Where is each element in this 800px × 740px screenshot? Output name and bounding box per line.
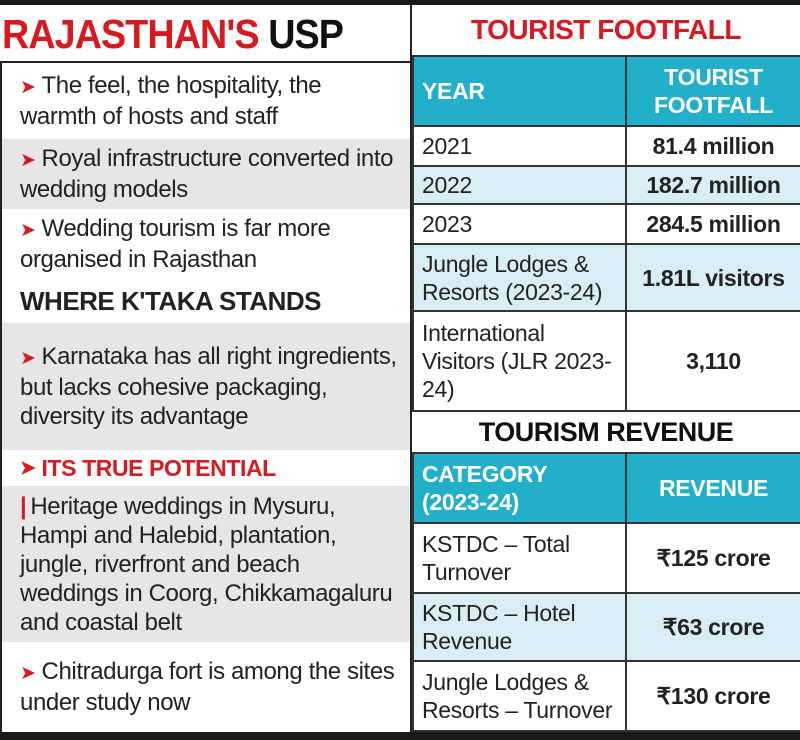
bar-icon: | (20, 492, 27, 520)
table-row: KSTDC – Hotel Revenue ₹63 crore (412, 592, 800, 662)
footfall-title: TOURIST FOOTFALL (471, 14, 741, 45)
revenue-table: CATEGORY (2023-24) REVENUE KSTDC – Total … (412, 452, 800, 732)
table-row: 2023 284.5 million (412, 203, 800, 245)
rajasthan-usp-panel: RAJASTHAN'S USP ➤ The feel, the hospitali… (0, 5, 410, 732)
footfall-table: YEAR TOURIST FOOTFALL 2021 81.4 million 20… (412, 55, 800, 412)
table-row: Jungle Lodges & Resorts – Turnover ₹130 c… (412, 660, 800, 732)
arrow-icon: ➤ (20, 220, 36, 241)
arrow-icon: ➤ (20, 663, 36, 684)
arrow-icon: ➤ (20, 150, 36, 171)
table-row: KSTDC – Total Turnover ₹125 crore (412, 522, 800, 594)
last-item: ➤ Chitradurga fort is among the sites und… (20, 658, 395, 716)
arrow-icon: ➤ (20, 77, 36, 98)
column-header: TOURIST FOOTFALL (625, 55, 800, 127)
table-row: Jungle Lodges & Resorts (2023-24) 1.81L v… (412, 243, 800, 312)
column-header: REVENUE (625, 452, 800, 524)
usp-item: ➤ Wedding tourism is far more organised i… (20, 215, 331, 273)
potential-heading: ➤ ITS TRUE POTENTIAL (20, 454, 276, 481)
table-row: 2022 182.7 million (412, 165, 800, 205)
ktaka-item: ➤ Karnataka has all right ingredients, bu… (2, 323, 410, 450)
table-row: International Visitors (JLR 2023-24) 3,11… (412, 310, 800, 412)
ktaka-heading: WHERE K'TAKA STANDS (20, 285, 321, 316)
arrow-icon: ➤ (20, 348, 36, 369)
usp-item: ➤ The feel, the hospitality, the warmth o… (20, 72, 322, 130)
column-header: CATEGORY (2023-24) (412, 452, 627, 524)
stats-panel: TOURIST FOOTFALL YEAR TOURIST FOOTFALL 20… (410, 5, 800, 732)
revenue-title: TOURISM REVENUE (478, 417, 734, 447)
arrow-icon: ➤ (20, 457, 36, 479)
top-border (0, 0, 800, 5)
usp-item: ➤ Royal infrastructure converted into wed… (2, 139, 410, 209)
bottom-border (0, 732, 800, 740)
panel-title: RAJASTHAN'S USP (0, 5, 410, 63)
potential-item: | Heritage weddings in Mysuru, Hampi and … (2, 486, 410, 642)
table-row: 2021 81.4 million (412, 125, 800, 167)
column-header: YEAR (412, 55, 627, 127)
